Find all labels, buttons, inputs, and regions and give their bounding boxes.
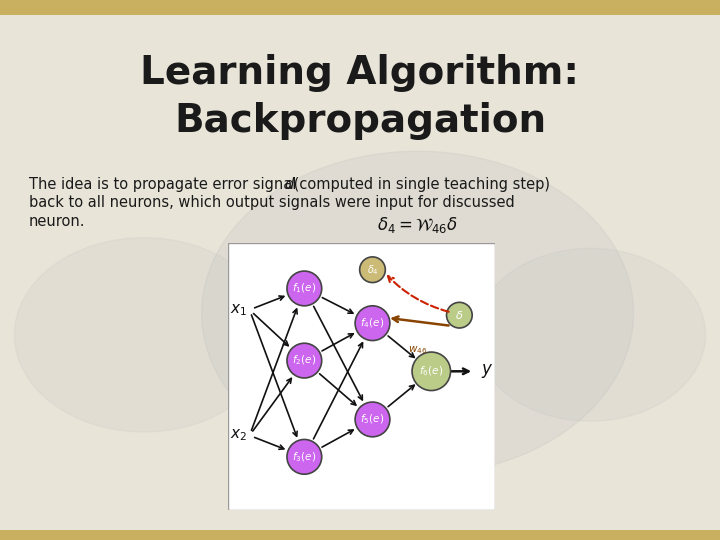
- Circle shape: [360, 257, 385, 282]
- Text: $f_6(e)$: $f_6(e)$: [419, 364, 444, 378]
- Circle shape: [287, 440, 322, 474]
- Circle shape: [355, 402, 390, 437]
- Text: $y$: $y$: [481, 362, 493, 380]
- Circle shape: [355, 306, 390, 341]
- Circle shape: [287, 271, 322, 306]
- Text: neuron.: neuron.: [29, 214, 85, 229]
- Bar: [0, 0, 720, 15]
- Text: $f_5(e)$: $f_5(e)$: [361, 413, 384, 426]
- Bar: [0, 530, 720, 540]
- Circle shape: [287, 343, 322, 378]
- Circle shape: [446, 302, 472, 328]
- Circle shape: [202, 151, 634, 475]
- Text: back to all neurons, which output signals were input for discussed: back to all neurons, which output signal…: [29, 195, 515, 211]
- Text: $f_1(e)$: $f_1(e)$: [292, 282, 316, 295]
- Text: $x_1$: $x_1$: [230, 302, 247, 318]
- Text: $f_3(e)$: $f_3(e)$: [292, 450, 316, 464]
- Text: d: d: [284, 177, 294, 192]
- Text: $\delta_4$: $\delta_4$: [366, 263, 379, 276]
- Text: $x_2$: $x_2$: [230, 428, 247, 443]
- Text: (computed in single teaching step): (computed in single teaching step): [289, 177, 551, 192]
- Text: $\delta_4 = \mathcal{W}_{46}\delta$: $\delta_4 = \mathcal{W}_{46}\delta$: [377, 215, 458, 235]
- Text: $w_{46}$: $w_{46}$: [408, 344, 428, 356]
- Text: $f_4(e)$: $f_4(e)$: [361, 316, 384, 330]
- Circle shape: [475, 248, 706, 421]
- Circle shape: [14, 238, 274, 432]
- Text: Learning Algorithm:: Learning Algorithm:: [140, 54, 580, 92]
- Text: The idea is to propagate error signal: The idea is to propagate error signal: [29, 177, 301, 192]
- Text: $\delta$: $\delta$: [455, 309, 464, 321]
- Text: $f_2(e)$: $f_2(e)$: [292, 354, 316, 367]
- Circle shape: [412, 352, 451, 390]
- Text: Backpropagation: Backpropagation: [174, 103, 546, 140]
